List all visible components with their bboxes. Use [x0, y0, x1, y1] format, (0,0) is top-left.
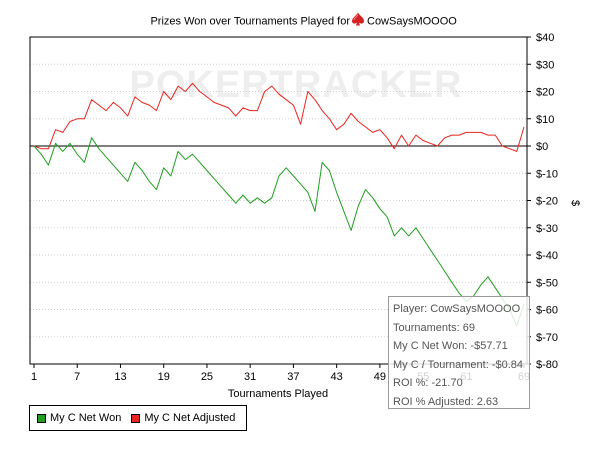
x-tick-label: 31 [244, 371, 256, 383]
x-tick-label: 37 [287, 371, 299, 383]
legend-swatch-net-won [37, 413, 46, 423]
y-tick-label: $-40 [536, 250, 558, 262]
tooltip-tournaments: Tournaments: 69 [393, 321, 475, 334]
y-tick-label: $-60 [536, 305, 558, 317]
y-tick-label: $-10 [536, 168, 558, 180]
y-axis-label: $ [569, 200, 581, 206]
x-tick-label: 1 [31, 371, 37, 383]
y-tick-label: $10 [536, 114, 554, 126]
x-tick-label: 49 [374, 371, 386, 383]
x-tick-label: 19 [158, 371, 170, 383]
legend-label-net-adjusted: My C Net Adjusted [144, 412, 236, 424]
y-tick-label: $40 [536, 32, 554, 44]
legend-item-net-adjusted: My C Net Adjusted [131, 412, 235, 424]
legend-label-net-won: My C Net Won [50, 412, 122, 424]
legend-item-net-won: My C Net Won [37, 412, 121, 424]
y-tick-label: $-20 [536, 196, 558, 208]
chart-title-player: CowSaysMOOOO [367, 16, 457, 28]
y-tick-label: $-30 [536, 223, 558, 235]
x-tick-label: 7 [74, 371, 80, 383]
x-axis-label: Tournaments Played [228, 388, 328, 400]
y-tick-label: $20 [536, 87, 554, 99]
y-tick-label: $0 [536, 141, 548, 153]
spade-icon [352, 12, 364, 26]
watermark: POKERTRACKER [130, 64, 463, 106]
tooltip-per-tournament: My C / Tournament: -$0.84 [393, 358, 524, 371]
x-tick-label: 13 [114, 371, 126, 383]
tooltip-net-won: My C Net Won: -$57.71 [393, 340, 508, 353]
tooltip-player: Player: CowSaysMOOOO [393, 303, 521, 315]
tooltip-roi-adjusted: ROI % Adjusted: 2.63 [393, 395, 499, 408]
legend-swatch-net-adjusted [131, 413, 141, 423]
x-tick-label: 25 [201, 371, 213, 383]
chart-title: Prizes Won over Tournaments Played for [150, 16, 350, 28]
tooltip-roi: ROI %: -21.70 [393, 377, 463, 390]
legend: My C Net Won My C Net Adjusted [29, 405, 247, 431]
y-tick-label: $30 [536, 59, 554, 71]
series-line-net-adjusted [33, 82, 525, 152]
y-tick-label: $-70 [536, 332, 558, 344]
y-tick-label: $-80 [536, 359, 558, 371]
series-line-net-won [33, 137, 525, 327]
y-tick-label: $-50 [536, 277, 558, 289]
data-tooltip: Player: CowSaysMOOOO Tournaments: 69 My … [388, 296, 530, 409]
x-tick-label: 43 [331, 371, 343, 383]
